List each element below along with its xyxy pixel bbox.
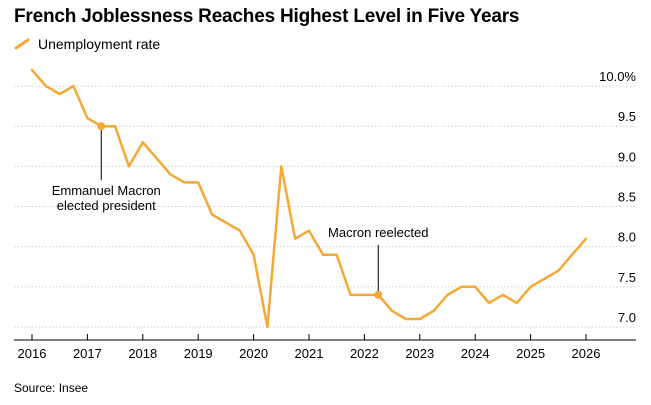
x-tick-label: 2016 — [18, 346, 47, 361]
annotation-label: Macron reelected — [328, 225, 428, 240]
y-tick-label: 9.5 — [618, 109, 636, 124]
x-tick-label: 2024 — [461, 346, 490, 361]
y-tick-label: 8.5 — [618, 190, 636, 205]
annotation-marker — [97, 122, 106, 131]
series-line — [30, 68, 588, 329]
x-tick-label: 2017 — [73, 346, 102, 361]
annotation-marker — [374, 290, 383, 299]
y-axis-ticks: 10.0% 9.5 9.0 8.5 8.0 7.5 7.0 — [599, 69, 636, 325]
legend: Unemployment rate — [14, 36, 160, 52]
y-tick-label: 7.5 — [618, 270, 636, 285]
y-tick-label: 7.0 — [618, 310, 636, 325]
x-tick-label: 2018 — [128, 346, 157, 361]
legend-line-icon — [14, 38, 30, 50]
x-tick-label: 2025 — [516, 346, 545, 361]
y-tick-label: 9.0 — [618, 149, 636, 164]
series-layer — [30, 68, 588, 329]
y-tick-label: 8.0 — [618, 230, 636, 245]
x-tick-label: 2023 — [405, 346, 434, 361]
chart-title: French Joblessness Reaches Highest Level… — [14, 6, 520, 27]
x-tick-label: 2021 — [295, 346, 324, 361]
x-tick-label: 2019 — [184, 346, 213, 361]
x-tick-label: 2022 — [350, 346, 379, 361]
legend-label: Unemployment rate — [38, 36, 161, 52]
annotation-label: elected president — [57, 198, 156, 213]
annotation-label: Emmanuel Macron — [52, 183, 161, 198]
x-tick-label: 2026 — [572, 346, 601, 361]
x-axis: 2016 2017 2018 2019 2020 2021 2022 2023 2024 2025… — [14, 334, 636, 361]
y-tick-label: 10.0% — [599, 69, 636, 84]
source-note: Source: Insee — [14, 381, 89, 395]
x-tick-label: 2020 — [239, 346, 268, 361]
